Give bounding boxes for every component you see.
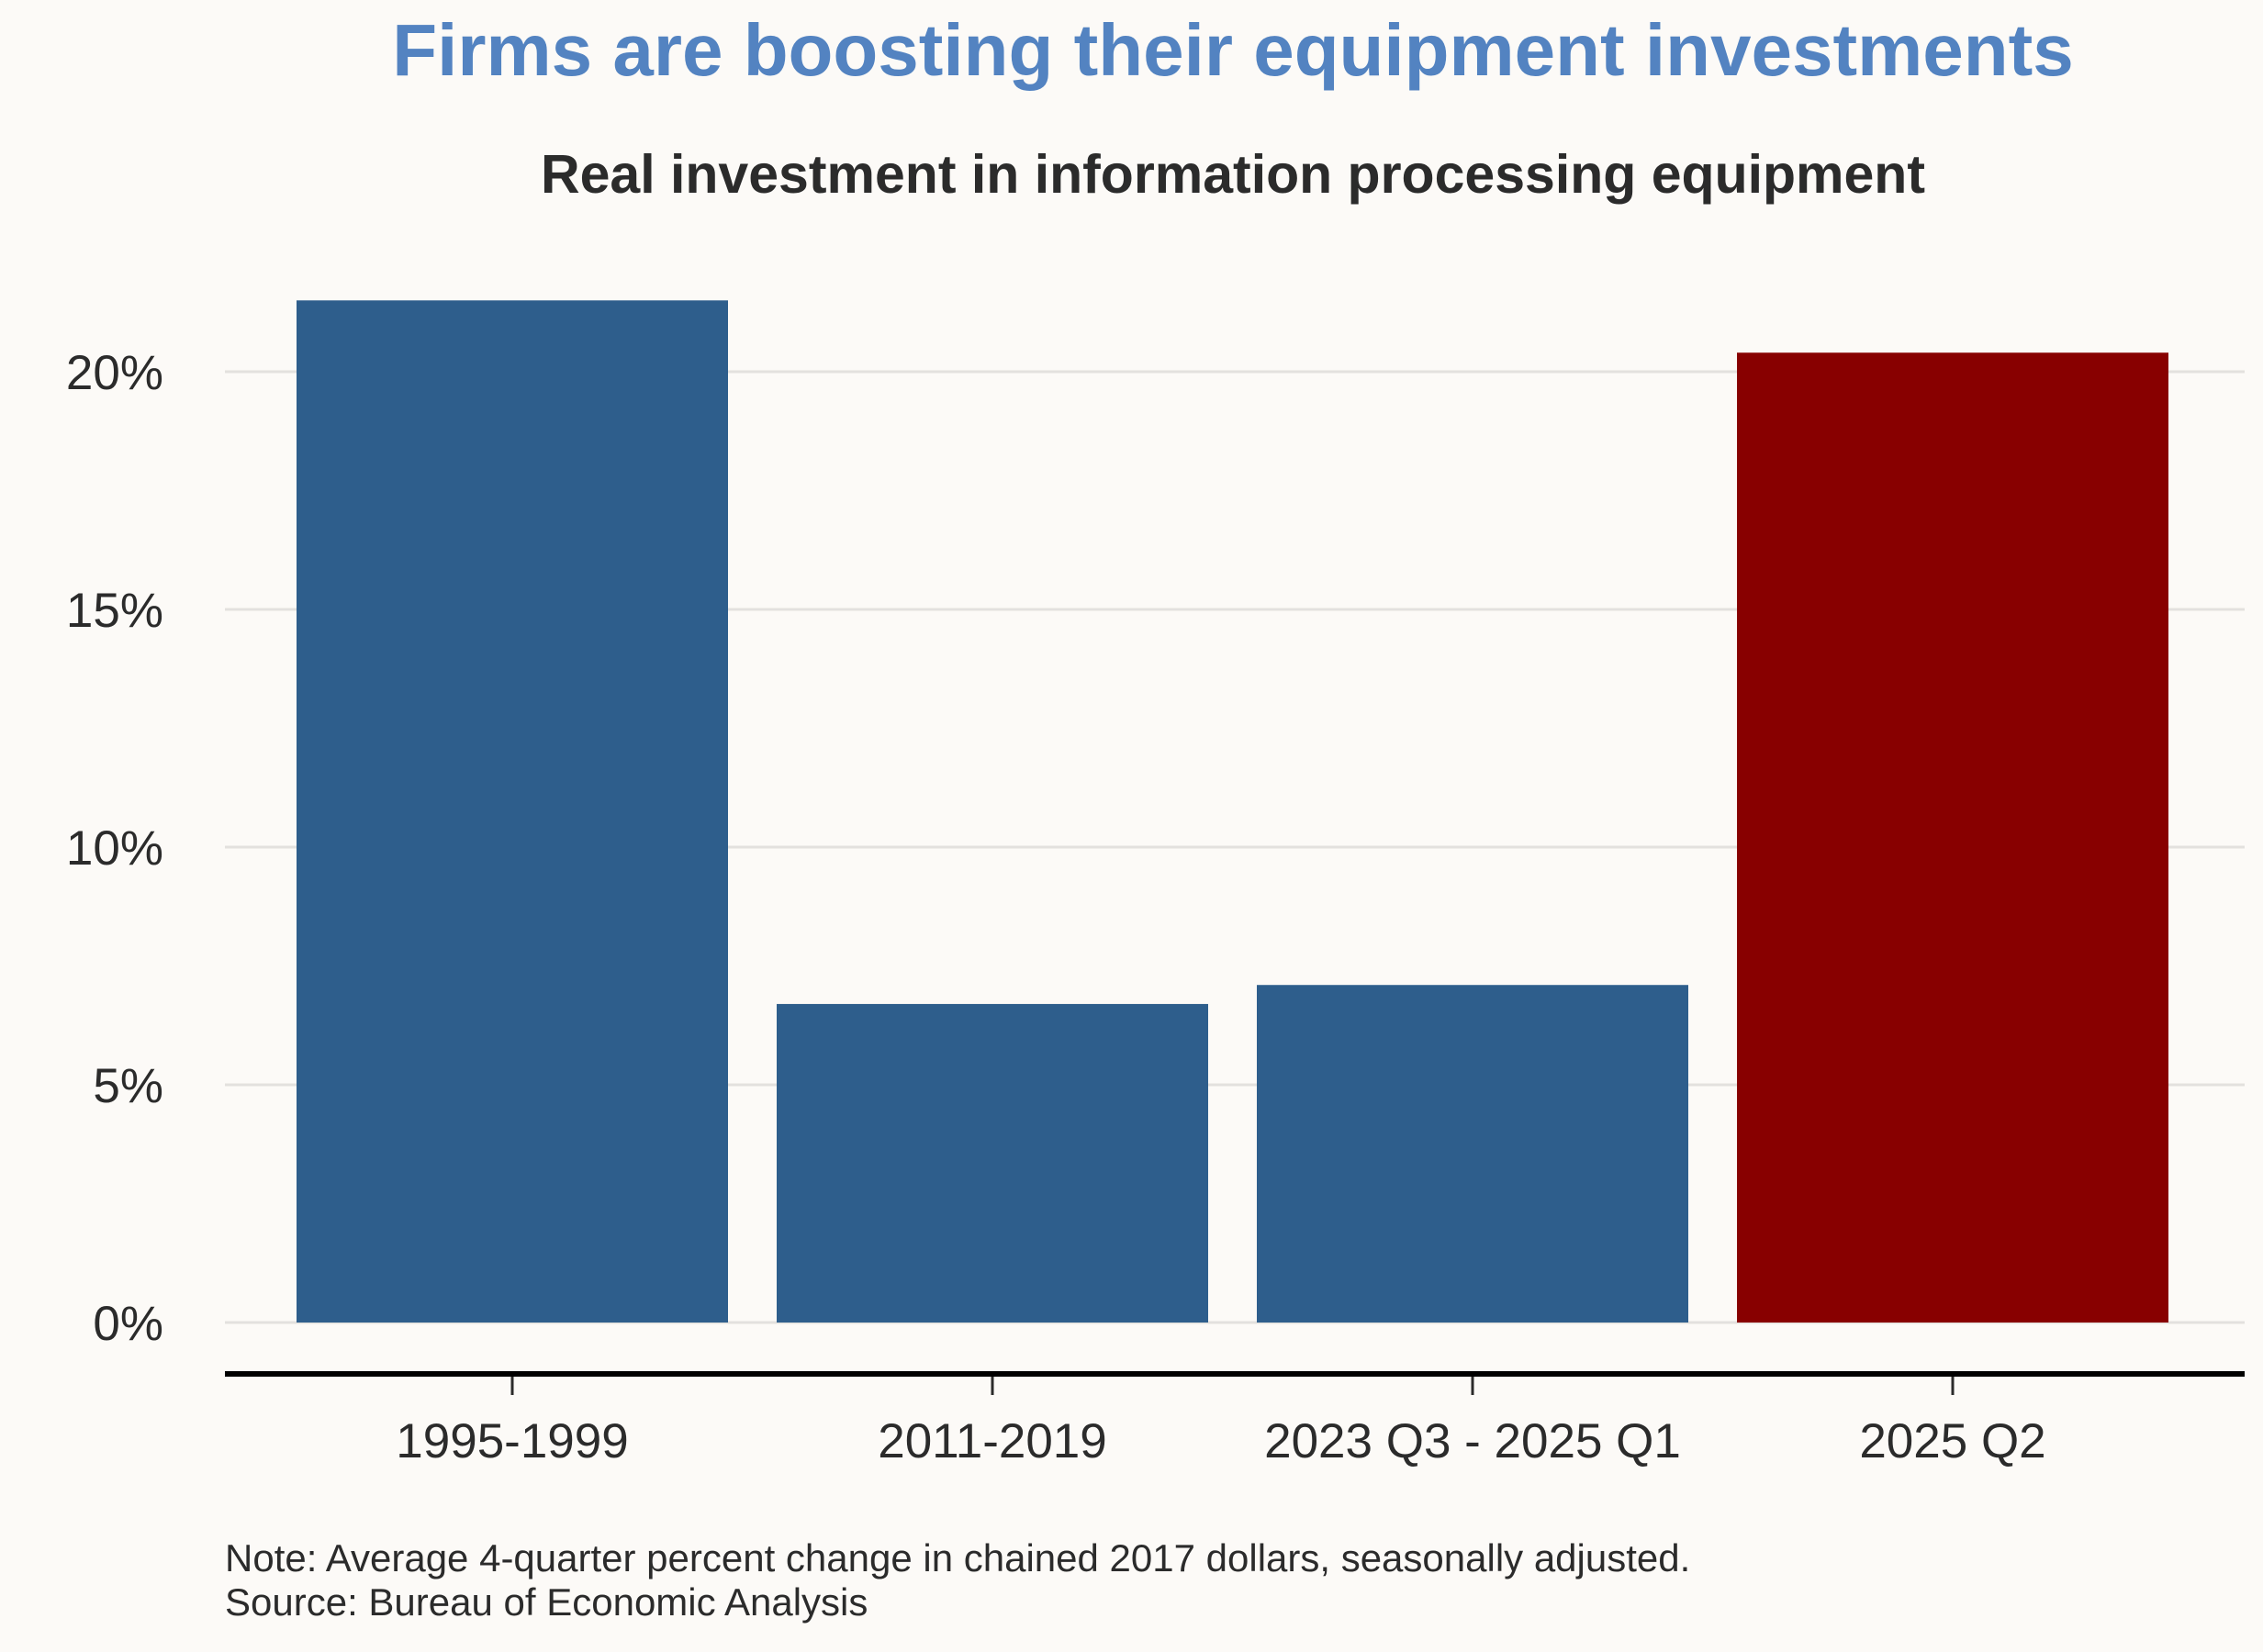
x-tick-label: 2023 Q3 - 2025 Q1 <box>1264 1414 1681 1468</box>
chart-note: Note: Average 4-quarter percent change i… <box>225 1536 1690 1579</box>
x-tick-label: 2011-2019 <box>878 1414 1107 1468</box>
y-tick-label: 10% <box>66 821 163 876</box>
chart-title: Firms are boosting their equipment inves… <box>392 9 2073 91</box>
bar <box>777 1003 1208 1323</box>
bar <box>297 300 728 1323</box>
bar <box>1257 985 1688 1323</box>
bar <box>1737 352 2168 1323</box>
y-tick-label: 15% <box>66 584 163 638</box>
bars <box>297 300 2168 1323</box>
y-tick-label: 0% <box>93 1297 163 1351</box>
x-tick-label: 2025 Q2 <box>1859 1414 2045 1468</box>
y-tick-label: 20% <box>66 346 163 400</box>
chart-subtitle: Real investment in information processin… <box>541 144 1925 205</box>
x-tick-label: 1995-1999 <box>396 1414 628 1468</box>
y-axis-ticks: 0% 5% 10% 15% 20% <box>66 346 163 1351</box>
chart-source: Source: Bureau of Economic Analysis <box>225 1580 868 1624</box>
x-axis-ticks: 1995-1999 2011-2019 2023 Q3 - 2025 Q1 2025 … <box>396 1377 2046 1468</box>
y-tick-label: 5% <box>93 1059 163 1113</box>
